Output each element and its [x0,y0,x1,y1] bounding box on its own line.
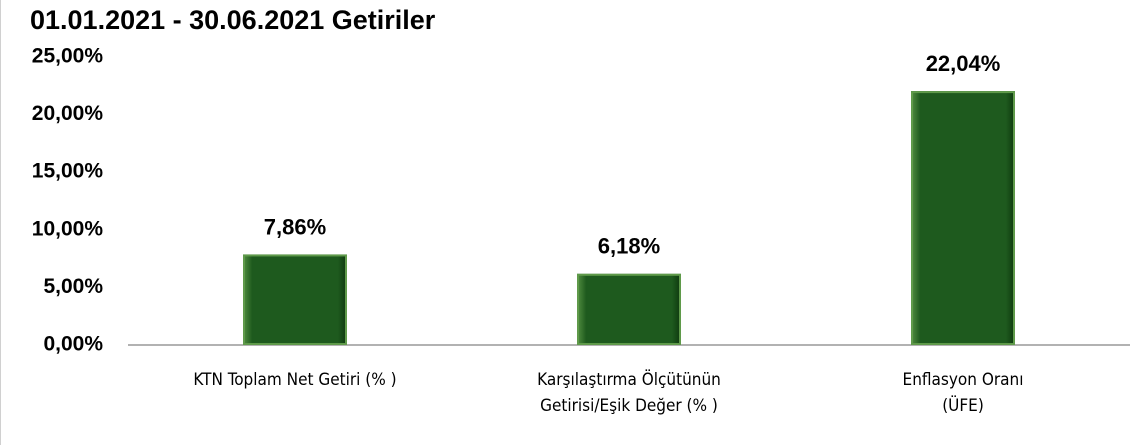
value-label: 22,04% [926,51,1001,76]
y-tick-label: 20,00% [32,102,104,125]
x-tick-label: Getirisi/Eşik Değer (% ) [540,396,718,416]
bar-bevel [911,91,1015,345]
x-tick-label: (ÜFE) [942,394,984,416]
value-label: 6,18% [598,234,660,259]
y-tick-label: 10,00% [32,217,104,240]
bar-bevel [243,254,347,346]
x-tick-label: KTN Toplam Net Getiri (% ) [193,370,396,390]
x-tick-label: Karşılaştırma Ölçütünün [537,368,721,390]
y-tick-label: 25,00% [32,45,104,68]
x-tick-label: Enflasyon Oranı [903,370,1024,390]
value-label: 7,86% [264,214,326,239]
bar-bevel [577,273,681,345]
y-tick-label: 5,00% [43,275,103,298]
y-tick-label: 0,00% [43,333,103,356]
chart-title: 01.01.2021 - 30.06.2021 Getiriler [30,5,436,35]
y-tick-label: 15,00% [32,160,104,183]
